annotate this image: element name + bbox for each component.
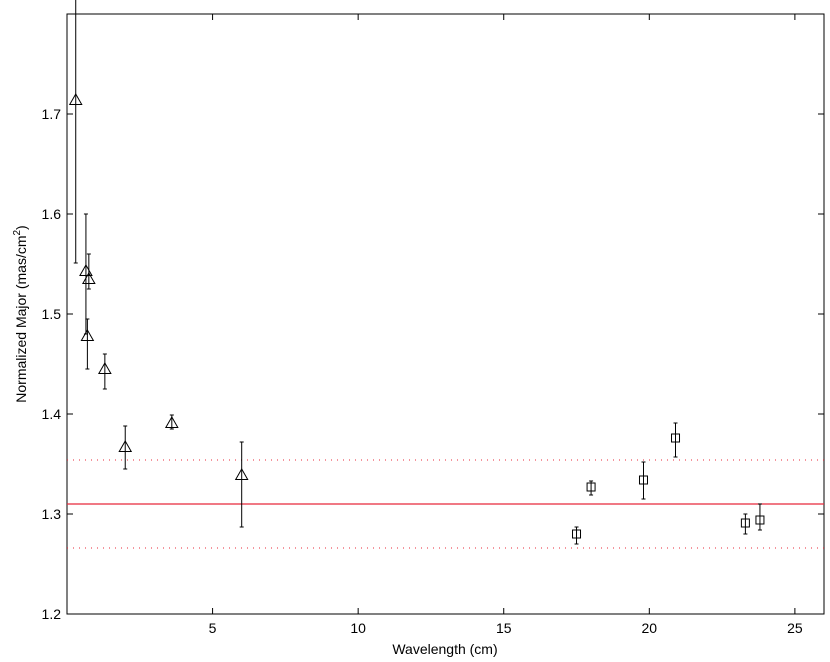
y-tick-label: 1.4 [42,406,62,422]
triangle-marker [118,439,133,452]
y-tick-label: 1.6 [42,206,62,222]
data-point-triangle [97,353,112,390]
x-tick-label: 15 [496,620,512,636]
triangle-marker [164,415,179,428]
triangle-marker [234,467,249,480]
axis-ticks: 5 10 15 20 25 1.2 1.3 1.4 1.5 1.6 1.7 [42,14,824,636]
y-axis-label-main: Normalized Major (mas/cm [13,235,29,402]
data-point-square [572,526,582,545]
x-tick-label: 20 [642,620,658,636]
triangle-marker [80,328,95,341]
data-point-square [755,503,765,531]
square-marker [671,433,681,443]
y-tick-label: 1.3 [42,506,62,522]
data-point-triangle [118,425,133,470]
square-marker [572,529,582,539]
y-axis-label-close: ) [13,225,29,230]
square-marker [586,482,596,492]
data-point-square [740,513,750,535]
y-axis-label-superscript: 2 [12,229,23,235]
x-tick-label: 25 [787,620,803,636]
x-tick-label: 5 [209,620,217,636]
data-point-square [671,422,681,458]
data-point-triangle [80,318,95,370]
data-point-square [586,480,596,496]
triangle-marker [97,361,112,374]
triangle-marker [68,92,83,105]
data-point-triangle [234,441,249,528]
x-tick-label: 10 [350,620,366,636]
data-point-triangle [68,0,83,264]
data-point-triangle [81,253,96,290]
square-marker [755,515,765,525]
x-axis-label: Wavelength (cm) [392,641,497,657]
data-point-square [638,461,648,500]
plot-area [66,13,825,615]
y-tick-label: 1.7 [42,106,62,122]
data-points [68,0,765,545]
triangle-marker [81,271,96,284]
square-marker [638,475,648,485]
y-axis-label: Normalized Major (mas/cm2) [12,225,29,402]
data-point-triangle [164,414,179,430]
y-tick-label: 1.2 [42,606,62,622]
square-marker [740,518,750,528]
reference-lines [67,459,824,549]
y-tick-label: 1.5 [42,306,62,322]
